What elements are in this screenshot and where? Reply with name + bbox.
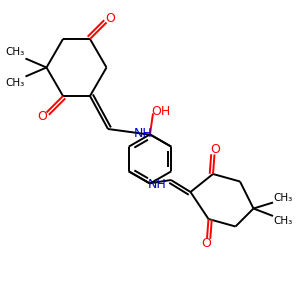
- Text: CH₃: CH₃: [5, 47, 25, 58]
- Text: OH: OH: [151, 105, 170, 119]
- Text: O: O: [106, 12, 116, 25]
- Text: NH: NH: [148, 178, 167, 191]
- Text: O: O: [202, 237, 212, 250]
- Text: NH: NH: [134, 127, 152, 140]
- Text: CH₃: CH₃: [273, 193, 292, 203]
- Text: CH₃: CH₃: [5, 77, 25, 88]
- Text: O: O: [38, 110, 47, 123]
- Text: CH₃: CH₃: [273, 216, 292, 226]
- Text: O: O: [210, 143, 220, 156]
